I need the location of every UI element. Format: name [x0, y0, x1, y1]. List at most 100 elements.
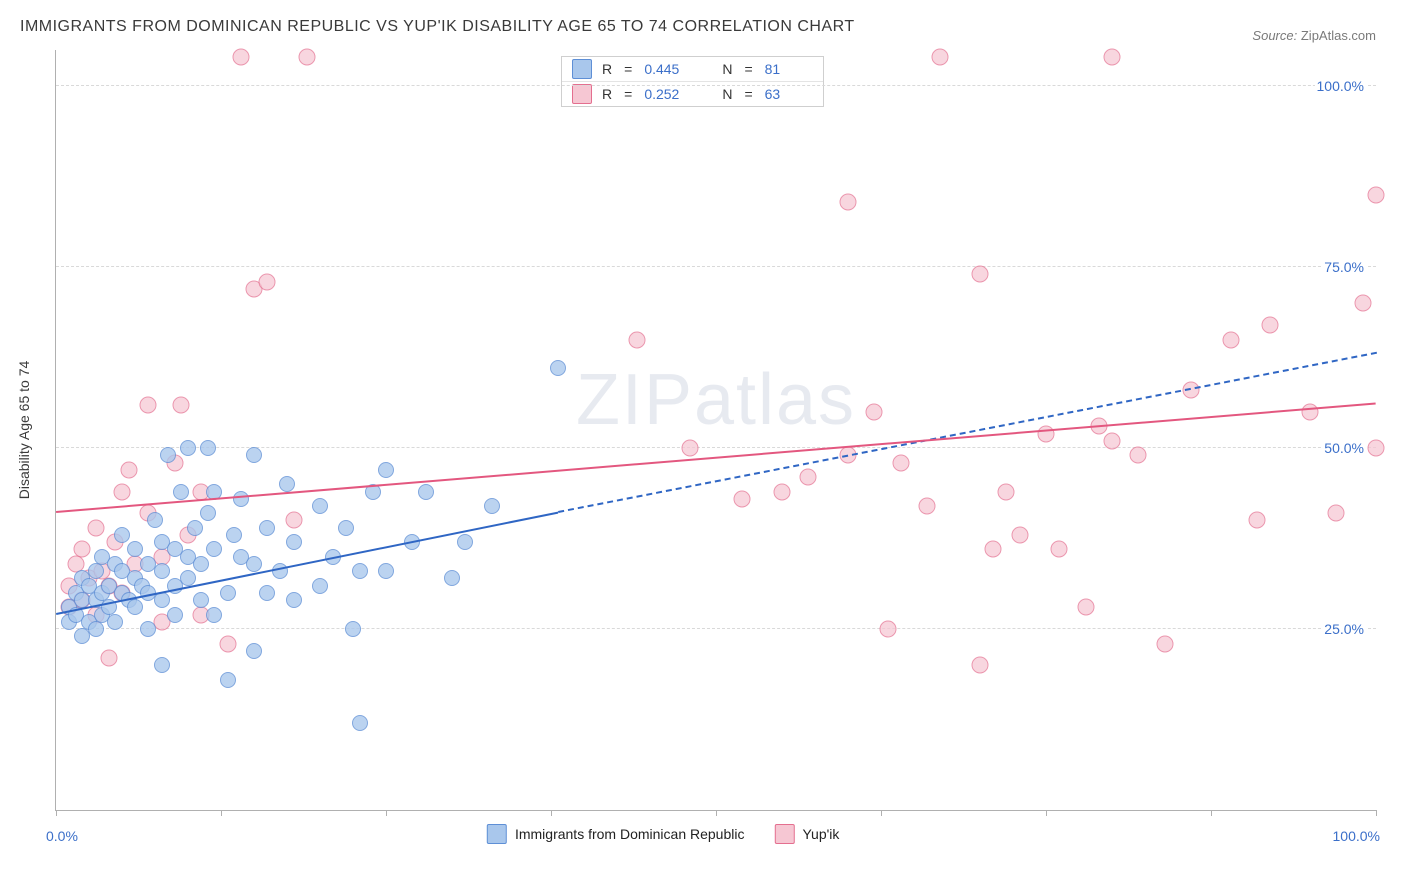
scatter-point-yupik	[1368, 186, 1385, 203]
scatter-point-dominican	[352, 715, 368, 731]
scatter-point-yupik	[840, 194, 857, 211]
scatter-point-yupik	[1051, 541, 1068, 558]
scatter-point-dominican	[279, 476, 295, 492]
scatter-point-dominican	[220, 672, 236, 688]
stat-N-value-1: 63	[765, 86, 813, 102]
y-tick-label: 25.0%	[1322, 621, 1366, 637]
scatter-point-dominican	[246, 643, 262, 659]
gridline	[56, 266, 1376, 267]
scatter-point-yupik	[114, 483, 131, 500]
watermark-text: ZIPatlas	[576, 359, 856, 441]
scatter-point-yupik	[87, 519, 104, 536]
scatter-point-dominican	[345, 621, 361, 637]
scatter-point-dominican	[378, 563, 394, 579]
scatter-point-dominican	[226, 527, 242, 543]
scatter-point-dominican	[206, 541, 222, 557]
scatter-point-dominican	[154, 563, 170, 579]
scatter-point-dominican	[444, 570, 460, 586]
x-tick	[221, 810, 222, 816]
scatter-point-dominican	[259, 585, 275, 601]
source-attribution: Source: ZipAtlas.com	[1252, 28, 1376, 43]
scatter-point-yupik	[892, 454, 909, 471]
scatter-point-yupik	[1354, 295, 1371, 312]
scatter-point-yupik	[120, 461, 137, 478]
scatter-point-yupik	[932, 49, 949, 66]
stats-row-series-0: R = 0.445 N = 81	[562, 57, 823, 81]
x-tick	[716, 810, 717, 816]
scatter-point-dominican	[312, 498, 328, 514]
x-tick	[551, 810, 552, 816]
scatter-point-yupik	[1368, 440, 1385, 457]
scatter-point-dominican	[286, 592, 302, 608]
scatter-point-dominican	[418, 484, 434, 500]
scatter-point-yupik	[879, 621, 896, 638]
scatter-point-dominican	[127, 541, 143, 557]
legend-item-1: Yup'ik	[774, 824, 839, 844]
y-tick-label: 100.0%	[1315, 78, 1366, 94]
scatter-point-dominican	[259, 520, 275, 536]
stats-legend: R = 0.445 N = 81 R = 0.252 N = 63	[561, 56, 824, 107]
scatter-point-dominican	[233, 491, 249, 507]
scatter-point-dominican	[457, 534, 473, 550]
stat-key-R: R	[602, 61, 612, 77]
scatter-point-yupik	[1156, 635, 1173, 652]
scatter-point-dominican	[200, 505, 216, 521]
x-tick	[56, 810, 57, 816]
scatter-point-yupik	[919, 498, 936, 515]
x-tick	[1046, 810, 1047, 816]
scatter-point-yupik	[285, 512, 302, 529]
x-tick	[881, 810, 882, 816]
scatter-point-yupik	[866, 403, 883, 420]
equals-sign: =	[624, 61, 632, 77]
scatter-point-yupik	[1328, 505, 1345, 522]
chart-title: IMMIGRANTS FROM DOMINICAN REPUBLIC VS YU…	[20, 18, 855, 36]
legend-swatch-1	[774, 824, 794, 844]
x-axis-max-label: 100.0%	[1333, 828, 1380, 844]
scatter-point-dominican	[246, 447, 262, 463]
x-axis-min-label: 0.0%	[46, 828, 78, 844]
scatter-point-yupik	[1038, 425, 1055, 442]
scatter-point-dominican	[180, 570, 196, 586]
scatter-point-dominican	[173, 484, 189, 500]
scatter-point-yupik	[628, 331, 645, 348]
scatter-point-yupik	[74, 541, 91, 558]
stat-key-R: R	[602, 86, 612, 102]
scatter-point-dominican	[378, 462, 394, 478]
stat-key-N: N	[722, 61, 732, 77]
scatter-point-yupik	[1130, 447, 1147, 464]
scatter-point-dominican	[338, 520, 354, 536]
scatter-point-yupik	[774, 483, 791, 500]
legend-label-0: Immigrants from Dominican Republic	[515, 826, 745, 842]
scatter-point-dominican	[180, 440, 196, 456]
scatter-point-yupik	[681, 440, 698, 457]
legend-item-0: Immigrants from Dominican Republic	[487, 824, 745, 844]
scatter-point-dominican	[147, 512, 163, 528]
stat-R-value-1: 0.252	[644, 86, 692, 102]
equals-sign: =	[624, 86, 632, 102]
scatter-point-yupik	[1104, 49, 1121, 66]
scatter-point-yupik	[998, 483, 1015, 500]
scatter-point-dominican	[154, 657, 170, 673]
scatter-point-yupik	[1011, 526, 1028, 543]
scatter-point-dominican	[187, 520, 203, 536]
scatter-point-dominican	[206, 607, 222, 623]
y-axis-label: Disability Age 65 to 74	[16, 361, 32, 500]
trendline-dashed	[558, 352, 1377, 513]
x-tick	[1376, 810, 1377, 816]
scatter-point-dominican	[246, 556, 262, 572]
scatter-point-dominican	[312, 578, 328, 594]
scatter-point-dominican	[88, 563, 104, 579]
scatter-plot-area: ZIPatlas R = 0.445 N = 81 R = 0.252 N = …	[55, 50, 1376, 811]
legend-swatch-0	[487, 824, 507, 844]
scatter-point-yupik	[734, 490, 751, 507]
scatter-point-yupik	[173, 396, 190, 413]
scatter-point-dominican	[107, 614, 123, 630]
scatter-point-dominican	[352, 563, 368, 579]
scatter-point-dominican	[160, 447, 176, 463]
scatter-point-yupik	[232, 49, 249, 66]
scatter-point-dominican	[200, 440, 216, 456]
y-tick-label: 75.0%	[1322, 259, 1366, 275]
legend-bottom: Immigrants from Dominican Republic Yup'i…	[487, 824, 839, 844]
equals-sign: =	[744, 86, 752, 102]
scatter-point-dominican	[88, 621, 104, 637]
